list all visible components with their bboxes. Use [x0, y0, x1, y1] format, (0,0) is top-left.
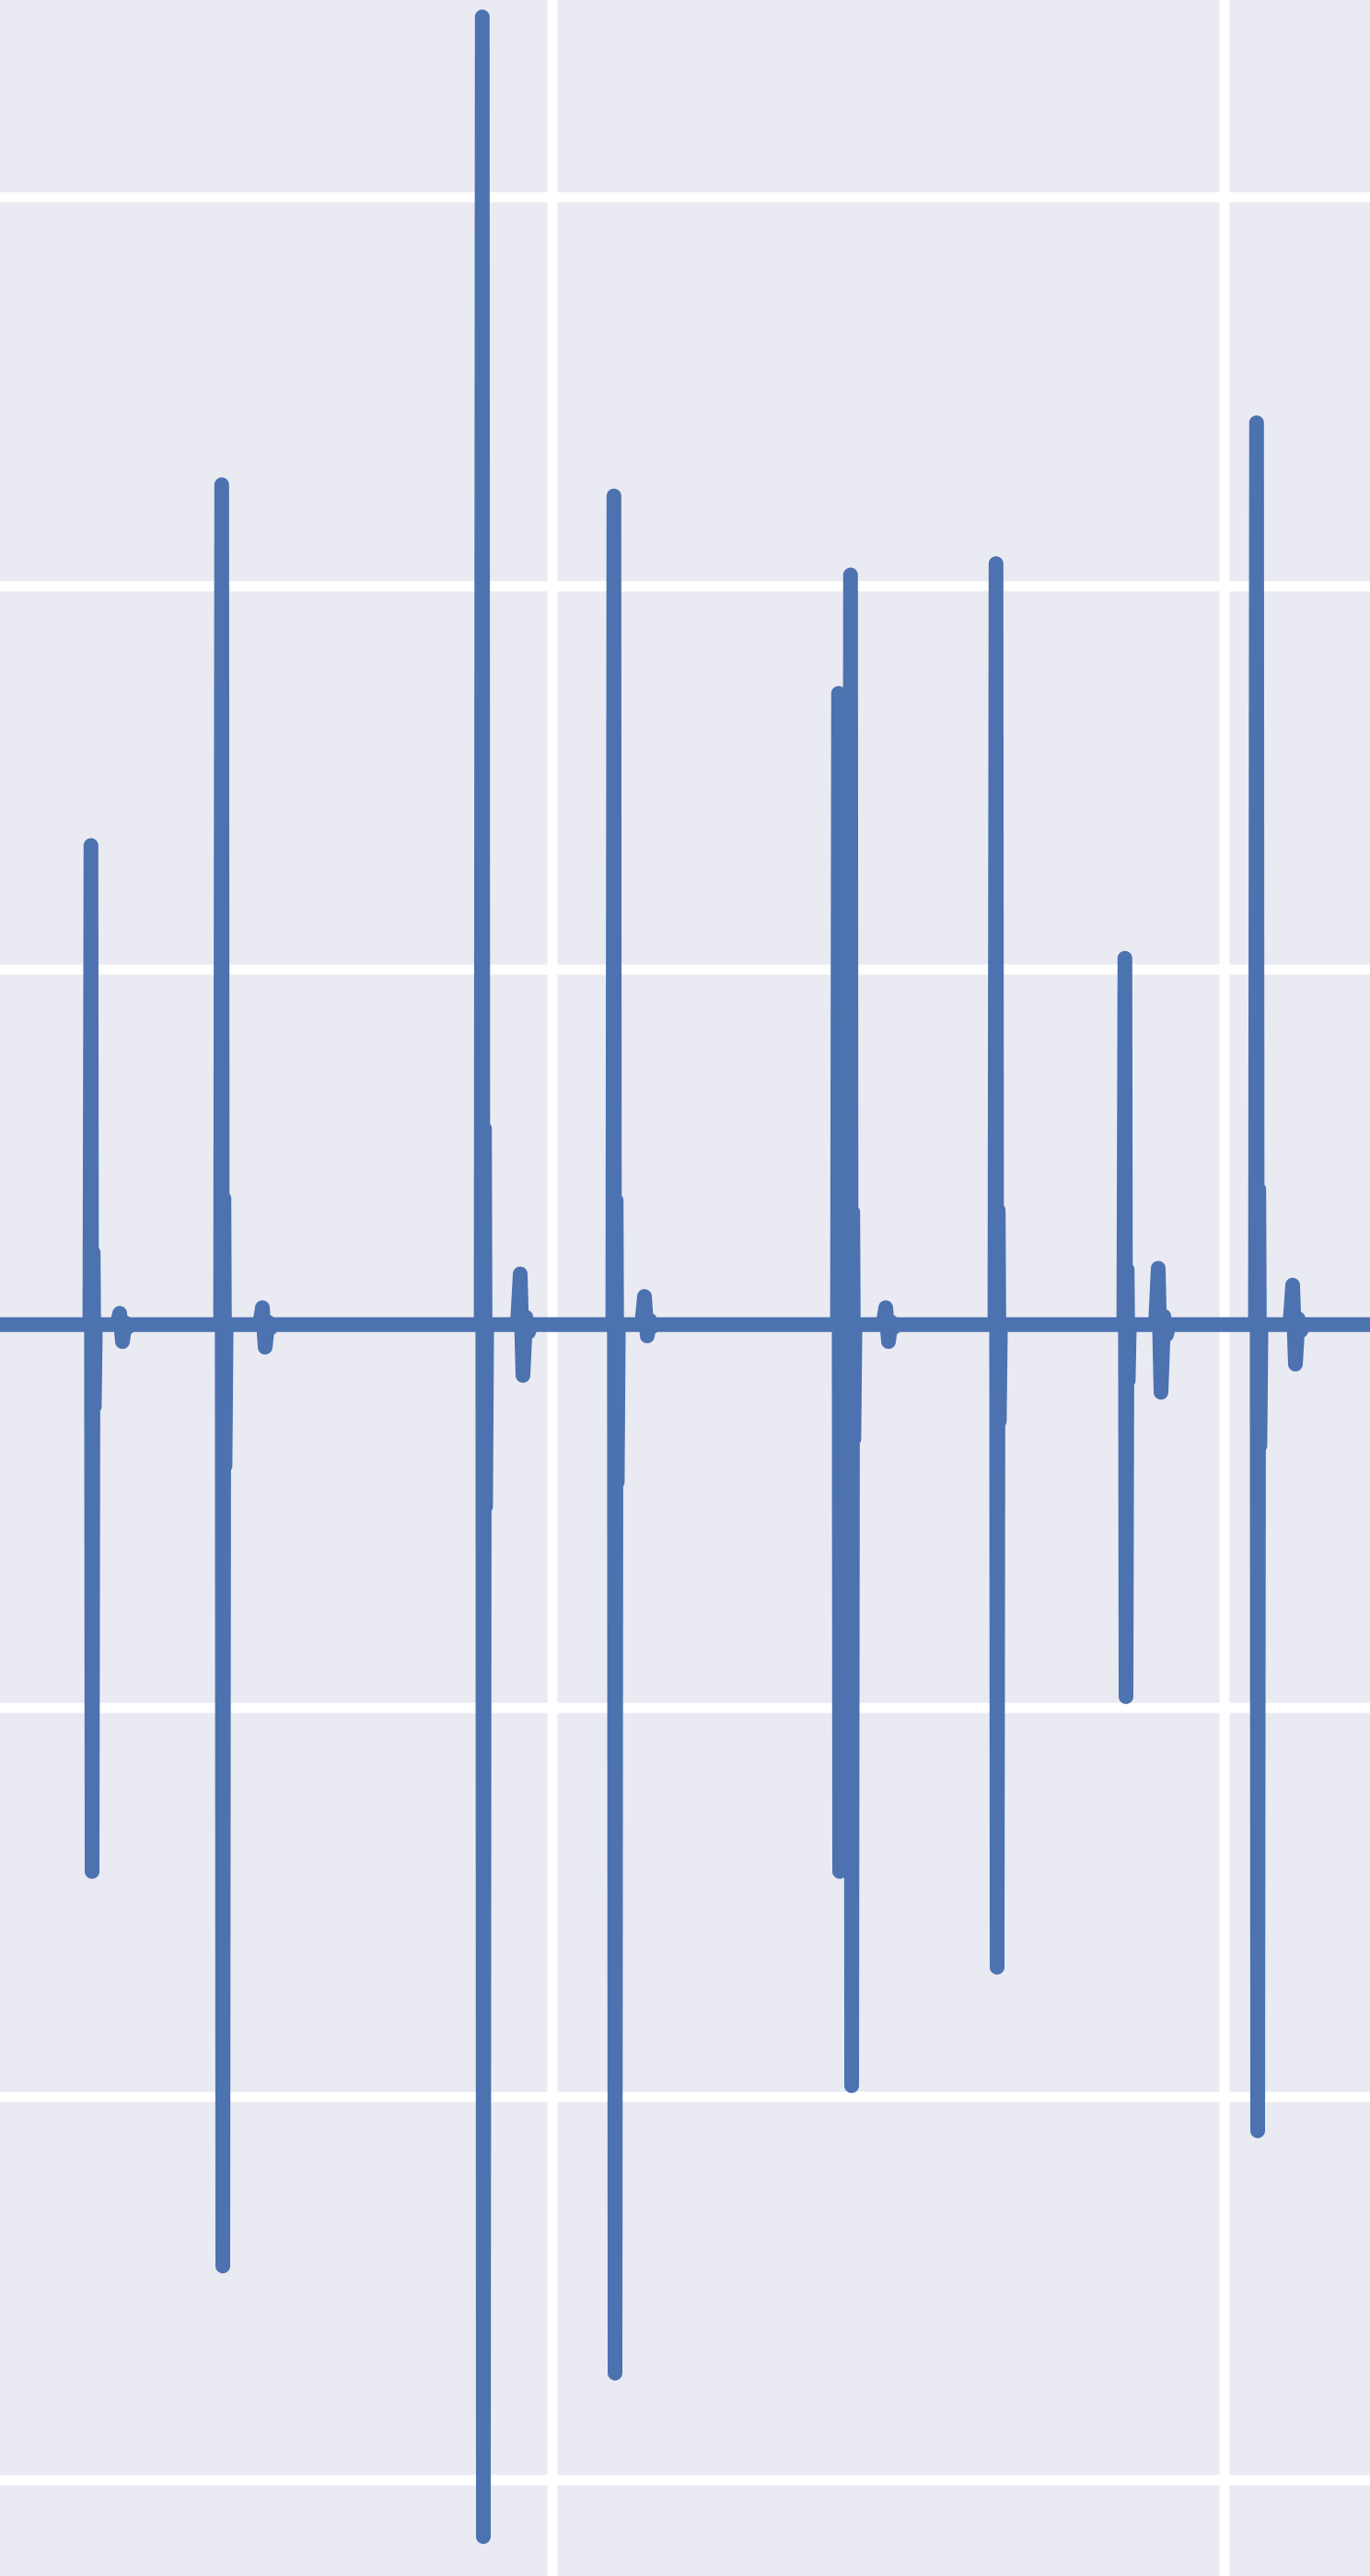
data-series: [0, 9, 1370, 2545]
series-line: [0, 9, 1370, 2545]
